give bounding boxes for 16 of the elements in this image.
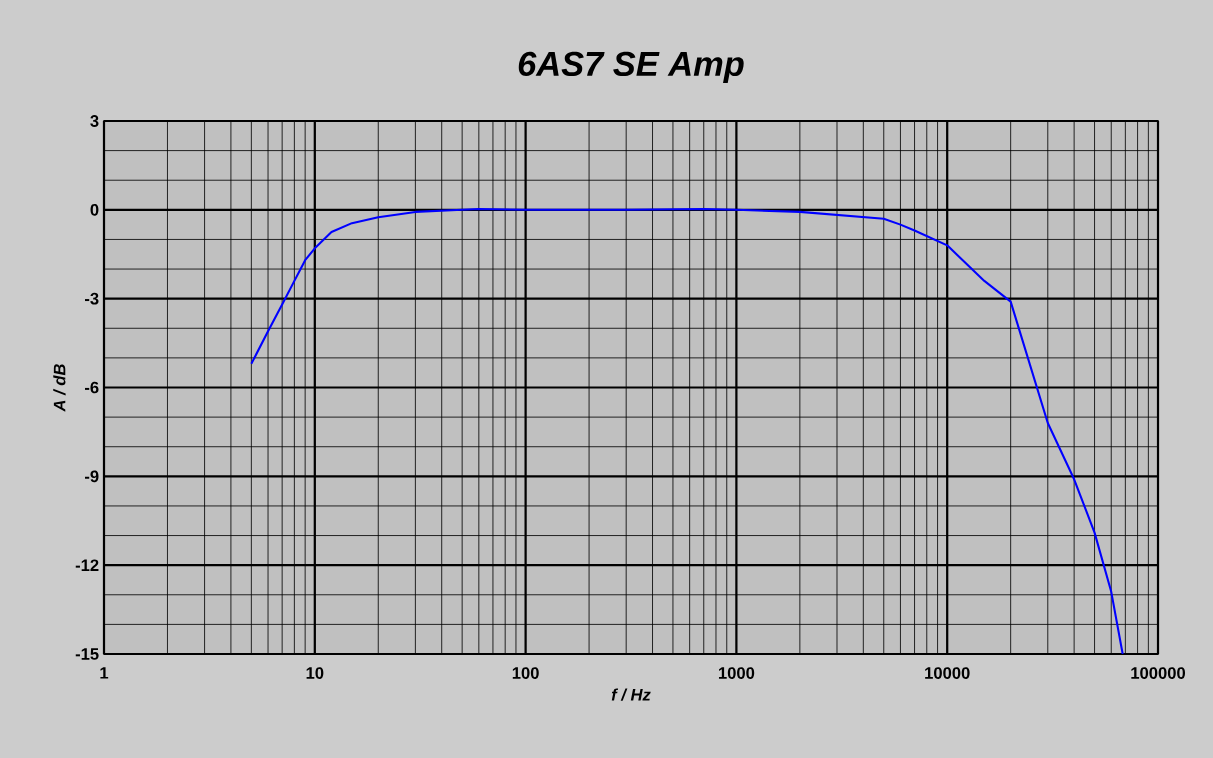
y-tick-label: 3 (90, 115, 99, 127)
y-tick-label: -12 (75, 559, 99, 571)
y-tick-label: -6 (85, 381, 99, 394)
y-tick-label: -9 (85, 470, 99, 483)
x-tick-label: 100000 (1131, 667, 1186, 679)
y-tick-label: 0 (90, 203, 99, 216)
x-tick-label: 100 (512, 667, 539, 679)
x-axis-title: f / Hz (611, 688, 651, 701)
chart-title: 6AS7 SE Amp (518, 51, 744, 83)
y-tick-label: -15 (75, 648, 99, 660)
x-tick-label: 1 (100, 667, 109, 679)
x-tick-label: 10000 (925, 667, 970, 679)
x-tick-label: 1000 (718, 667, 755, 679)
y-tick-label: -3 (85, 292, 99, 305)
x-tick-label: 10 (306, 667, 324, 679)
y-axis-title: A / dB (53, 364, 66, 412)
